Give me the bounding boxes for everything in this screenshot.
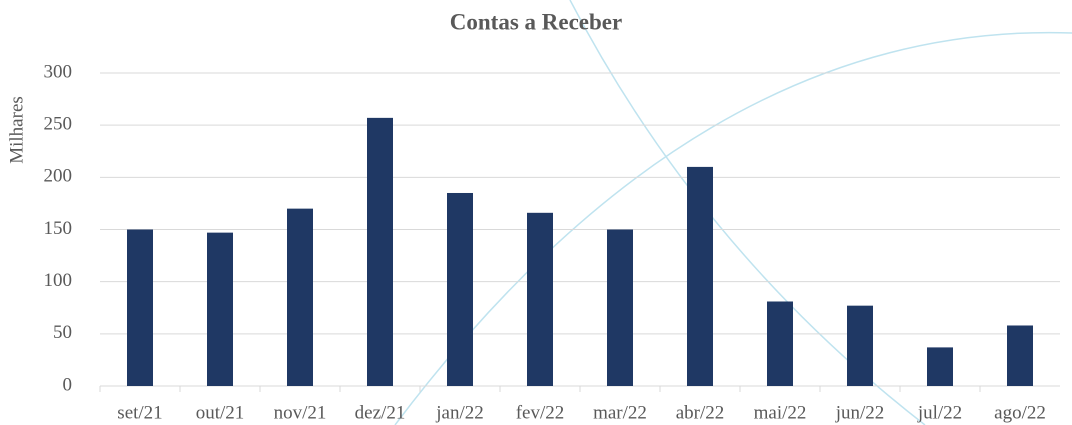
- x-tick-label: dez/21: [355, 402, 406, 423]
- x-tick-label: jul/22: [917, 402, 962, 423]
- y-tick-label: 100: [44, 270, 73, 291]
- x-tick-label: mai/22: [754, 402, 807, 423]
- y-tick-label: 200: [44, 166, 73, 187]
- bar: [367, 117, 393, 386]
- bar: [127, 229, 153, 386]
- chart-title: Contas a Receber: [450, 9, 622, 34]
- x-tick-label: ago/22: [994, 402, 1046, 423]
- y-tick-label: 250: [44, 114, 73, 135]
- bar: [447, 192, 473, 386]
- y-tick-label: 50: [53, 322, 72, 343]
- x-tick-label: abr/22: [676, 402, 725, 423]
- decor-arc: [394, 31, 1072, 425]
- x-tick-label: fev/22: [516, 402, 565, 423]
- x-tick-label: out/21: [196, 402, 245, 423]
- bar: [607, 229, 633, 386]
- bar: [687, 166, 713, 386]
- y-tick-label: 150: [44, 218, 73, 239]
- bar: [207, 232, 233, 386]
- bar: [287, 208, 313, 386]
- x-tick-label: nov/21: [274, 402, 327, 423]
- y-axis-label: Milhares: [6, 96, 27, 164]
- y-tick-label: 0: [63, 374, 73, 395]
- x-tick-label: jan/22: [435, 402, 484, 423]
- x-tick-label: mar/22: [593, 402, 647, 423]
- bar: [767, 301, 793, 386]
- y-tick-label: 300: [44, 61, 73, 82]
- bar: [927, 347, 953, 386]
- x-tick-label: jun/22: [835, 402, 885, 423]
- x-tick-label: set/21: [117, 402, 162, 423]
- bar: [1007, 325, 1033, 386]
- bar: [527, 212, 553, 386]
- bar: [847, 305, 873, 386]
